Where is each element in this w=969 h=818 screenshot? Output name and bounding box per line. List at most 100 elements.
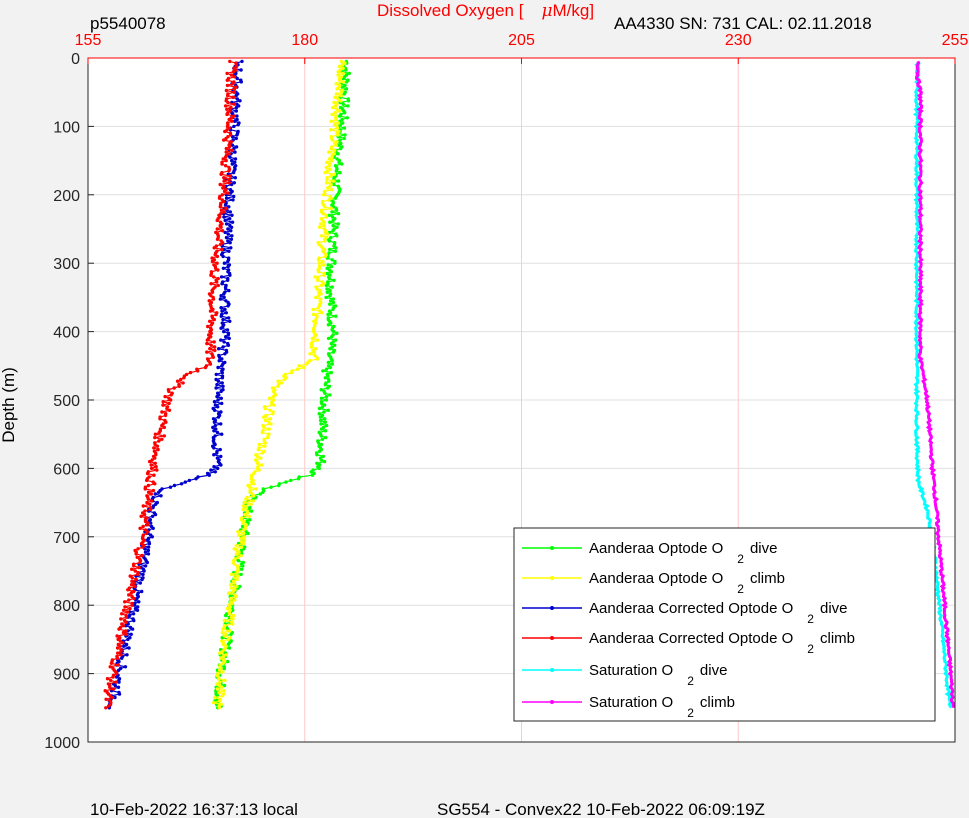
- series-point: [224, 335, 228, 339]
- series-point: [156, 447, 160, 452]
- series-point: [337, 160, 341, 164]
- y-tick-label: 700: [53, 530, 80, 547]
- series-point: [316, 258, 321, 262]
- series-point: [124, 632, 128, 636]
- series-point: [123, 605, 127, 609]
- series-point: [325, 271, 329, 276]
- legend-marker: [550, 546, 554, 550]
- series-point: [236, 559, 241, 563]
- series-point: [326, 374, 330, 378]
- series-point: [234, 543, 238, 548]
- series-point: [234, 64, 239, 69]
- series-point: [226, 191, 230, 195]
- series-point: [324, 215, 329, 219]
- series-point: [111, 675, 115, 679]
- series-point: [155, 444, 160, 448]
- series-point: [330, 210, 334, 214]
- series-point: [224, 222, 229, 226]
- series-point: [227, 181, 231, 185]
- series-point: [221, 317, 225, 322]
- series-point: [330, 285, 334, 289]
- series-point: [232, 87, 237, 91]
- series-point: [323, 382, 327, 387]
- series-point: [223, 104, 228, 108]
- series-point: [326, 408, 330, 412]
- series-point: [118, 639, 123, 643]
- series-point: [345, 116, 349, 120]
- series-point: [224, 653, 229, 657]
- series-point: [224, 196, 229, 200]
- series-point: [217, 359, 221, 363]
- series-point: [327, 157, 332, 161]
- series-point: [137, 600, 141, 604]
- series-point: [324, 165, 328, 170]
- series-point: [323, 254, 328, 259]
- series-point: [130, 567, 134, 571]
- series-point: [158, 417, 162, 421]
- series-point: [235, 97, 239, 101]
- legend-label-tail: dive: [750, 540, 778, 557]
- series-point: [213, 442, 217, 447]
- series-point: [224, 146, 228, 151]
- series-point: [220, 370, 224, 375]
- series-point: [346, 104, 350, 108]
- series-point: [150, 514, 155, 518]
- series-point: [232, 547, 236, 551]
- series-point: [213, 470, 217, 474]
- series-point: [341, 102, 345, 106]
- series-point: [233, 176, 237, 180]
- series-point: [220, 376, 225, 380]
- series-point: [319, 434, 323, 438]
- series-point: [257, 468, 261, 472]
- series-point: [243, 512, 247, 517]
- series-point: [344, 68, 348, 72]
- series-point: [259, 456, 263, 460]
- series-point: [343, 133, 347, 137]
- series-point: [219, 275, 224, 279]
- series-point: [302, 365, 306, 370]
- series-point: [316, 294, 321, 298]
- series-point: [323, 376, 327, 380]
- series-point: [222, 340, 226, 344]
- legend-label-tail: dive: [700, 662, 728, 679]
- series-point: [231, 617, 235, 621]
- series-point: [221, 670, 225, 674]
- series-point: [219, 463, 223, 467]
- series-point: [233, 598, 237, 602]
- series-point: [221, 157, 225, 161]
- series-point: [334, 246, 338, 250]
- series-point: [135, 572, 140, 577]
- legend-label-main: Aanderaa Corrected Optode O: [589, 600, 793, 617]
- series-point: [132, 564, 136, 568]
- series-point: [336, 179, 341, 183]
- series-point: [269, 401, 274, 406]
- series-point: [141, 545, 145, 549]
- series-point: [245, 511, 250, 515]
- series-point: [149, 492, 153, 496]
- series-point: [222, 618, 226, 623]
- series-point: [304, 362, 309, 366]
- series-point: [237, 550, 241, 554]
- series-point: [329, 341, 333, 346]
- series-point: [336, 73, 340, 77]
- series-point: [219, 656, 223, 660]
- series-point: [212, 446, 216, 450]
- series-point: [224, 150, 228, 154]
- series-point: [263, 444, 267, 448]
- series-point: [138, 560, 142, 565]
- series-point: [116, 685, 121, 689]
- series-4: [103, 59, 239, 710]
- series-point: [241, 521, 245, 525]
- series-point: [258, 492, 262, 496]
- legend-label-main: Aanderaa Corrected Optode O: [589, 630, 793, 647]
- legend-label-sub: 2: [807, 612, 814, 626]
- series-point: [327, 164, 331, 168]
- legend-label-sub: 2: [737, 582, 744, 596]
- series-point: [211, 307, 215, 312]
- series-point: [252, 482, 256, 486]
- series-point: [119, 617, 123, 621]
- series-point: [142, 569, 146, 573]
- series-point: [309, 470, 313, 474]
- series-point: [272, 403, 276, 407]
